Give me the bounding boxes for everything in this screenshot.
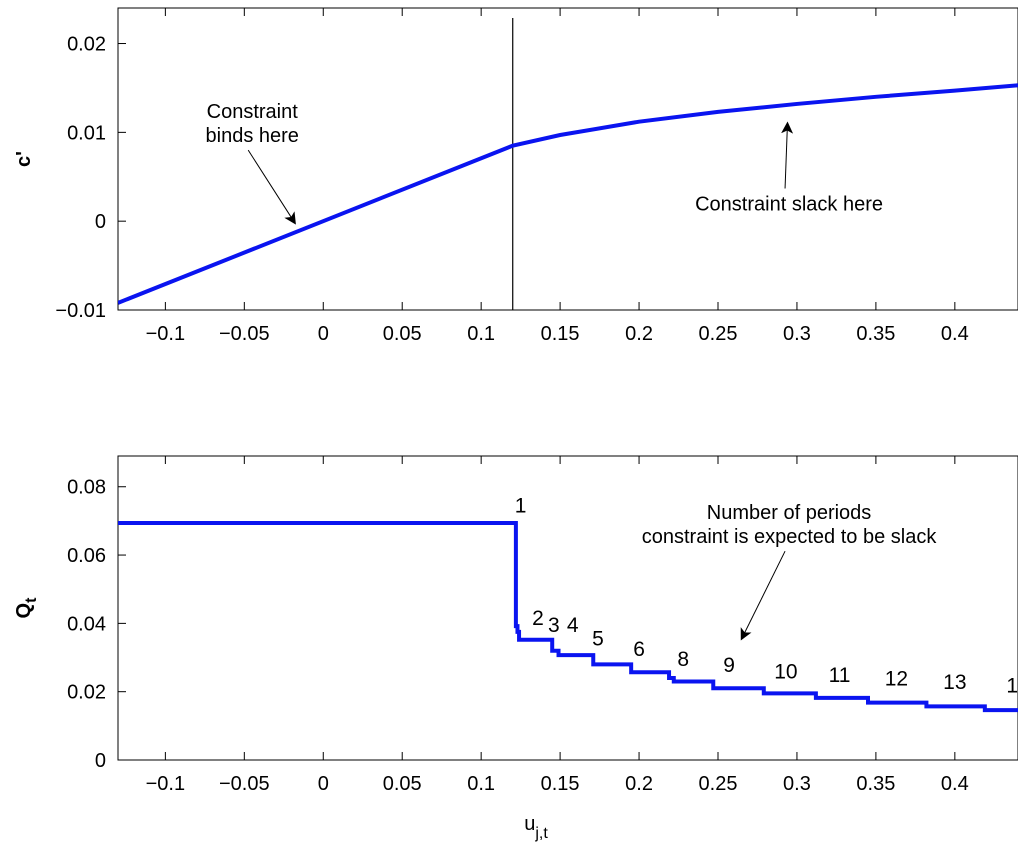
x-tick-label: 0.05 bbox=[383, 323, 422, 345]
step-count-label: 13 bbox=[943, 671, 966, 694]
x-tick-label: 0.15 bbox=[541, 323, 580, 345]
bottom-panel-q: −0.1 −0.05 0 0.05 0.1 0.15 0.2 0.25 0.3 0.35 0.4 0 0… bbox=[13, 455, 1018, 842]
y-tick-label: 0.02 bbox=[67, 682, 106, 704]
y-tick-label: 0.02 bbox=[67, 34, 106, 56]
annotation-text: Constraint slack here bbox=[695, 194, 883, 216]
x-tick-label: 0.4 bbox=[941, 323, 969, 345]
step-count-label: 11 bbox=[829, 664, 851, 687]
x-tick-label: 0.25 bbox=[699, 323, 738, 345]
step-count-label: 6 bbox=[633, 638, 645, 661]
x-tick-label: 0.35 bbox=[856, 323, 895, 345]
y-tick-label: 0.08 bbox=[67, 477, 106, 499]
series-line bbox=[118, 520, 1018, 713]
x-tick-label: 0.2 bbox=[625, 773, 653, 795]
x-tick-label: 0.2 bbox=[625, 323, 653, 345]
x-tick-label: 0.05 bbox=[383, 773, 422, 795]
step-count-label: 4 bbox=[567, 614, 579, 637]
x-tick-label: 0.1 bbox=[467, 323, 495, 345]
annotation-text: Number of periods constraint is expected … bbox=[642, 502, 938, 548]
top-panel-cprime: −0.1 −0.05 0 0.05 0.1 0.15 0.2 0.25 0.3 0.35 0.4 −0… bbox=[13, 7, 1018, 345]
x-tick-label: 0.15 bbox=[541, 773, 580, 795]
step-count-label: 2 bbox=[532, 607, 544, 630]
x-tick-label: 0.3 bbox=[783, 773, 811, 795]
x-axis-label: uj,t bbox=[524, 813, 548, 842]
x-tick-label: −0.1 bbox=[146, 323, 185, 345]
x-tick-label: −0.05 bbox=[219, 773, 270, 795]
step-count-label: 14 bbox=[1006, 674, 1018, 697]
step-count-label: 12 bbox=[885, 668, 908, 691]
y-tick-label: 0 bbox=[95, 211, 106, 233]
x-tick-label: 0.1 bbox=[467, 773, 495, 795]
step-count-label: 10 bbox=[774, 661, 797, 684]
step-count-label: 3 bbox=[548, 614, 560, 637]
y-tick-label: 0.06 bbox=[67, 545, 106, 567]
x-tick-label: 0.25 bbox=[699, 773, 738, 795]
x-tick-label: 0.4 bbox=[941, 773, 969, 795]
step-count-label: 1 bbox=[515, 494, 527, 517]
step-count-label: 8 bbox=[677, 648, 689, 671]
y-axis-label: c' bbox=[13, 151, 35, 167]
x-tick-label: 0 bbox=[318, 323, 329, 345]
x-tick-label: 0 bbox=[318, 773, 329, 795]
y-tick-label: −0.01 bbox=[55, 300, 106, 322]
x-tick-label: −0.05 bbox=[219, 323, 270, 345]
x-tick-label: −0.1 bbox=[146, 773, 185, 795]
step-count-label: 5 bbox=[592, 628, 604, 651]
step-count-label: 9 bbox=[723, 654, 735, 677]
y-tick-label: 0.04 bbox=[67, 613, 106, 635]
annotation-text: Constraint binds here bbox=[206, 101, 299, 147]
plot-frame bbox=[117, 7, 1018, 311]
plot-frame bbox=[117, 455, 1018, 761]
x-tick-label: 0.3 bbox=[783, 323, 811, 345]
annotation-arrow bbox=[781, 121, 794, 189]
series-line bbox=[118, 83, 1018, 305]
y-tick-label: 0 bbox=[95, 750, 106, 772]
y-tick-label: 0.01 bbox=[67, 122, 106, 144]
annotation-arrow bbox=[247, 149, 296, 225]
annotation-arrow bbox=[740, 550, 786, 641]
x-tick-label: 0.35 bbox=[856, 773, 895, 795]
y-axis-label: Qt bbox=[13, 597, 40, 619]
